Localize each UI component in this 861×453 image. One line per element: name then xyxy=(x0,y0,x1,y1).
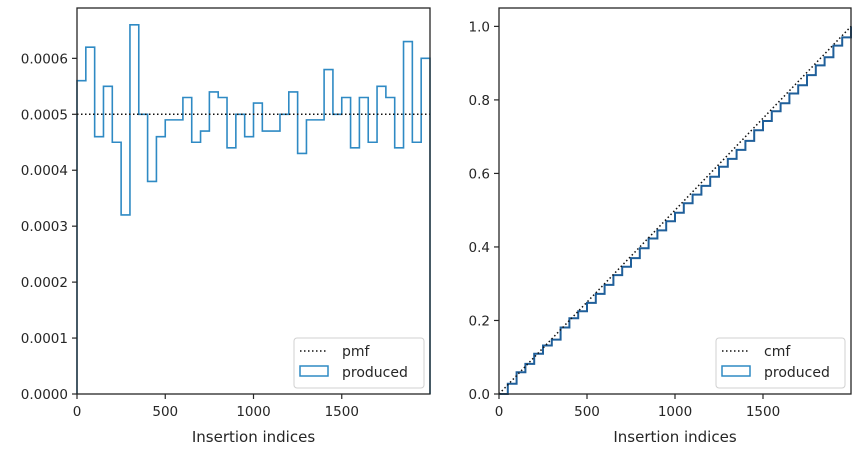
cmf-y-tick-label: 0.4 xyxy=(469,240,490,256)
cmf-x-tick-label: 500 xyxy=(574,404,600,420)
pmf-panel: 0 500 1000 1500 0.00000.00010.00020.00030.0… xyxy=(21,7,431,446)
cmf-plot-area xyxy=(498,25,852,395)
pmf-y-tick-label: 0.0004 xyxy=(21,163,68,179)
cmf-x-tick-label: 1000 xyxy=(658,404,692,420)
pmf-produced-step-series xyxy=(76,23,431,394)
pmf-x-ticks: 0 500 1000 1500 xyxy=(73,394,359,420)
cmf-x-tick-label: 1500 xyxy=(746,404,780,420)
pmf-y-tick-label: 0.0006 xyxy=(21,51,68,67)
cmf-y-tick-label: 0.0 xyxy=(469,387,490,403)
pmf-x-tick-label: 0 xyxy=(73,404,82,420)
pmf-y-tick-label: 0.0003 xyxy=(21,219,68,235)
pmf-y-tick-label: 0.0005 xyxy=(21,107,68,123)
cmf-x-axis-label: Insertion indices xyxy=(613,428,736,446)
pmf-y-tick-label: 0.0001 xyxy=(21,331,68,347)
pmf-plot-area xyxy=(76,23,431,394)
cmf-legend: cmf produced xyxy=(715,337,846,389)
pmf-y-ticks: 0.0000 0.0001 0.0002 0.0003 0.0004 0.0005 0.00… xyxy=(21,51,77,403)
cmf-y-ticks: 0.0 0.2 0.4 0.6 0.8 1.0 xyxy=(469,19,499,403)
cmf-reference-line xyxy=(498,25,852,395)
pmf-legend-produced-label: produced xyxy=(342,365,408,381)
pmf-legend-pmf-label: pmf xyxy=(342,344,371,360)
cmf-legend-cmf-label: cmf xyxy=(764,344,791,360)
cmf-x-tick-label: 0 xyxy=(495,404,504,420)
pmf-x-tick-label: 1500 xyxy=(325,404,359,420)
cmf-y-tick-label: 0.6 xyxy=(469,166,490,182)
pmf-x-axis-label: Insertion indices xyxy=(192,428,315,446)
cmf-y-tick-label: 1.0 xyxy=(469,19,490,35)
cmf-x-ticks: 0 500 1000 1500 xyxy=(495,394,780,420)
pmf-y-tick-label: 0.0000 xyxy=(21,387,68,403)
cmf-legend-produced-label: produced xyxy=(764,365,830,381)
cmf-y-tick-label: 0.8 xyxy=(469,93,490,109)
pmf-legend: pmf produced xyxy=(293,337,425,389)
cmf-legend-produced-swatch xyxy=(721,365,751,377)
pmf-legend-produced-swatch xyxy=(299,365,329,377)
cmf-y-tick-label: 0.2 xyxy=(469,313,490,329)
pmf-x-tick-label: 500 xyxy=(152,404,178,420)
cmf-produced-step-series xyxy=(499,26,852,395)
pmf-y-tick-label: 0.0002 xyxy=(21,275,68,291)
pmf-x-tick-label: 1000 xyxy=(236,404,270,420)
cmf-panel: 0 500 1000 1500 0.0 0.2 0.4 0.6 0.8 1.0 Insertio… xyxy=(469,7,852,446)
